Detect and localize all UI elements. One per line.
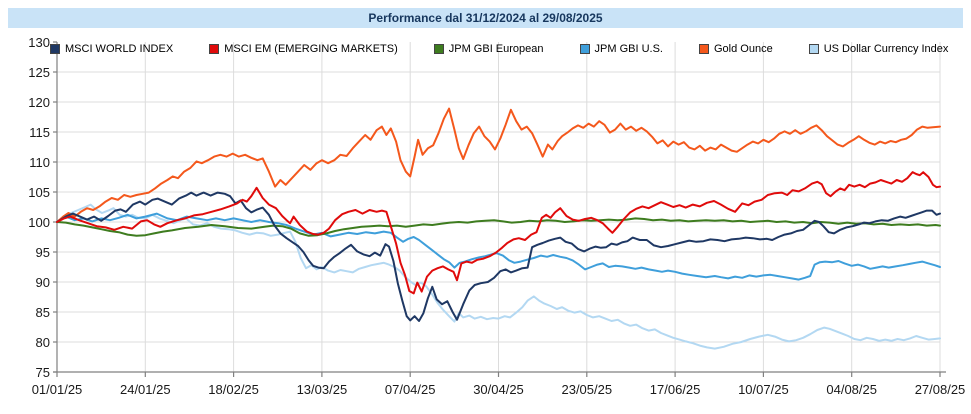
x-tick-label: 10/07/25 xyxy=(738,382,789,397)
legend-item-msci-world-index: MSCI WORLD INDEX xyxy=(50,43,173,55)
x-tick-label: 04/08/25 xyxy=(826,382,877,397)
y-tick-label: 90 xyxy=(35,274,50,290)
x-tick-label: 23/05/25 xyxy=(561,382,613,397)
y-tick-label: 85 xyxy=(35,304,50,320)
x-tick-label: 17/06/25 xyxy=(649,382,701,397)
legend-item-us-dollar-currency-index: US Dollar Currency Index xyxy=(808,43,949,55)
legend-label: JPM GBI U.S. xyxy=(594,43,663,55)
legend-swatch-icon xyxy=(699,44,709,54)
y-tick-label: 100 xyxy=(28,214,50,230)
legend-label: US Dollar Currency Index xyxy=(823,43,949,55)
legend-swatch-icon xyxy=(209,44,220,54)
y-tick-label: 110 xyxy=(29,154,50,170)
legend-item-msci-em-emerging-markets-: MSCI EM (EMERGING MARKETS) xyxy=(209,43,398,55)
x-tick-label: 07/04/25 xyxy=(384,382,436,397)
series-line-gold-ounce xyxy=(56,107,941,223)
series-line-jpm-gbi-european xyxy=(56,217,941,237)
x-tick-label: 13/03/25 xyxy=(296,382,348,397)
y-tick-label: 80 xyxy=(35,334,50,350)
legend-swatch-icon xyxy=(433,44,444,54)
y-tick-label: 105 xyxy=(28,184,50,200)
y-tick-label: 75 xyxy=(35,364,50,380)
x-tick-label: 30/04/25 xyxy=(473,382,524,397)
legend-swatch-icon xyxy=(579,44,590,54)
y-tick-label: 120 xyxy=(28,94,50,110)
legend-label: JPM GBI European xyxy=(448,43,544,55)
series-line-jpm-gbi-u-s- xyxy=(56,212,941,281)
legend-swatch-icon xyxy=(50,44,60,54)
legend-item-jpm-gbi-u-s-: JPM GBI U.S. xyxy=(579,43,663,55)
legend-item-jpm-gbi-european: JPM GBI European xyxy=(433,43,544,55)
x-tick-label: 01/01/25 xyxy=(31,382,83,397)
x-tick-label: 24/01/25 xyxy=(119,382,171,397)
x-tick-label: 27/08/25 xyxy=(914,382,966,397)
legend-label: MSCI WORLD INDEX xyxy=(65,43,174,55)
legend-swatch-icon xyxy=(808,44,819,54)
legend-label: Gold Ounce xyxy=(714,43,773,55)
legend-label: MSCI EM (EMERGING MARKETS) xyxy=(224,43,398,55)
legend: MSCI WORLD INDEX MSCI EM (EMERGING MARKET… xyxy=(50,42,948,56)
y-tick-label: 130 xyxy=(28,34,50,50)
chart-title: Performance dal 31/12/2024 al 29/08/2025 xyxy=(8,8,963,28)
series-line-msci-world-index xyxy=(56,191,941,322)
y-tick-label: 125 xyxy=(28,64,50,80)
legend-item-gold-ounce: Gold Ounce xyxy=(699,43,773,55)
y-tick-label: 115 xyxy=(29,124,50,140)
x-tick-label: 18/02/25 xyxy=(208,382,259,397)
y-tick-label: 95 xyxy=(35,244,50,260)
series-line-msci-em-emerging-markets- xyxy=(56,171,941,295)
